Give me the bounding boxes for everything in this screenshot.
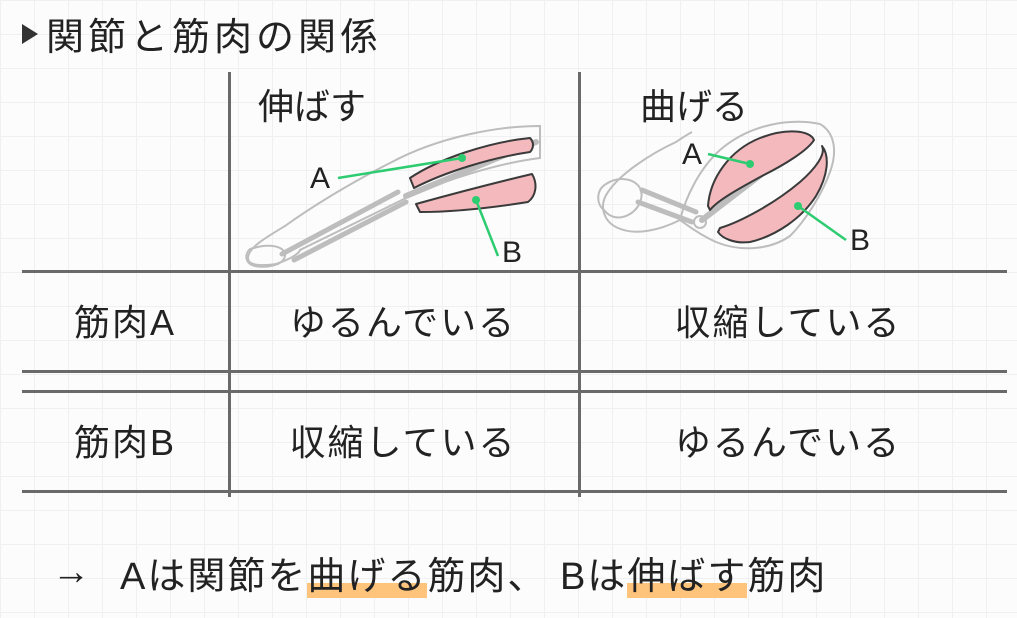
marker-b-bend: B: [850, 224, 870, 258]
page-root: 関節と筋肉の関係 伸ばす 曲げる 筋肉A 筋肉B ゆるんでいる 収縮している 収…: [0, 0, 1017, 618]
triangle-bullet-icon: [22, 24, 38, 44]
concl-t4: 筋肉: [747, 556, 827, 598]
page-title: 関節と筋肉の関係: [46, 6, 382, 61]
arrow-icon: →: [52, 551, 92, 594]
concl-t1: Aは関節を: [120, 556, 307, 598]
marker-a-extend: A: [310, 162, 330, 196]
row-line-3: [22, 390, 1007, 393]
arm-extended-diagram: A B: [240, 118, 560, 268]
row-line-1: [22, 270, 1007, 273]
concl-t2: 筋肉、: [427, 556, 547, 598]
marker-a-bend: A: [682, 138, 702, 172]
cell-a-bend: 収縮している: [578, 290, 998, 350]
row-label-muscle-a: 筋肉A: [22, 290, 228, 350]
title-row: 関節と筋肉の関係: [22, 6, 382, 61]
concl-t3: Bは: [560, 556, 627, 598]
muscle-table: 伸ばす 曲げる 筋肉A 筋肉B ゆるんでいる 収縮している 収縮している ゆるん…: [22, 72, 1007, 497]
cell-a-extend: ゆるんでいる: [228, 290, 578, 350]
conclusion-text: Aは関節を曲げる筋肉、 Bは伸ばす筋肉: [120, 545, 827, 600]
marker-b-extend: B: [502, 236, 522, 270]
arm-bent-diagram: A B: [590, 110, 890, 270]
conclusion-row: → Aは関節を曲げる筋肉、 Bは伸ばす筋肉: [52, 545, 1007, 600]
row-line-2: [22, 370, 1007, 373]
cell-b-bend: ゆるんでいる: [578, 410, 998, 470]
row-line-4: [22, 490, 1007, 493]
row-label-muscle-b: 筋肉B: [22, 410, 228, 470]
cell-b-extend: 収縮している: [228, 410, 578, 470]
concl-h1: 曲げる: [307, 556, 427, 598]
concl-h2: 伸ばす: [627, 556, 747, 598]
arm-bent-svg: [590, 110, 890, 270]
